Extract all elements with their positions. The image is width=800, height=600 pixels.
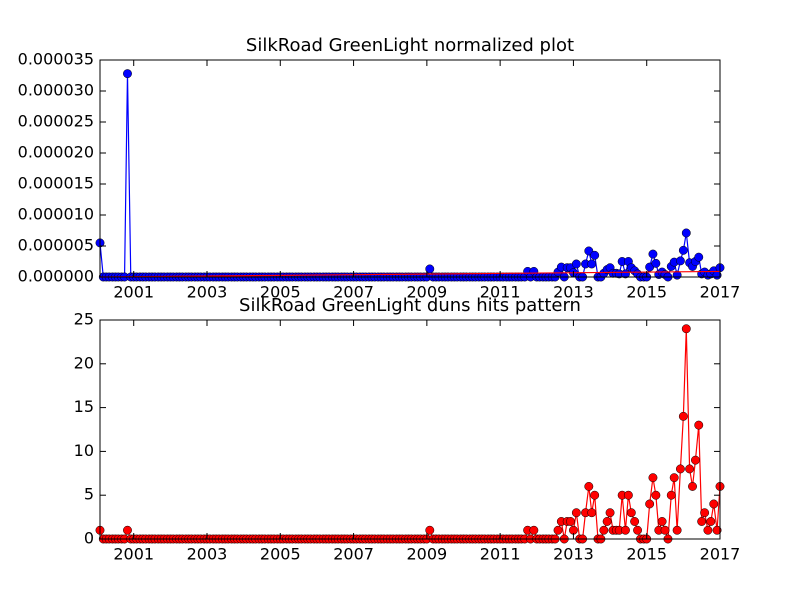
marker <box>590 250 600 260</box>
marker <box>123 69 132 79</box>
marker <box>690 455 700 465</box>
series-line <box>99 270 721 278</box>
y-tick-label: 0.000035 <box>18 50 94 69</box>
x-tick-label: 2001 <box>113 545 154 564</box>
y-tick-label: 0.000030 <box>18 81 94 100</box>
marker <box>645 499 655 509</box>
marker <box>571 259 581 269</box>
marker <box>587 508 597 518</box>
marker <box>566 517 575 526</box>
y-tick-label: 20 <box>74 353 94 372</box>
marker <box>648 473 658 483</box>
marker <box>425 525 435 535</box>
marker <box>660 525 670 535</box>
marker <box>587 259 597 269</box>
x-tick-label: 2009 <box>406 283 447 302</box>
axes-frame <box>99 59 721 278</box>
marker <box>602 517 612 526</box>
marker <box>669 473 679 483</box>
x-tick-label: 2003 <box>187 283 228 302</box>
marker <box>648 249 658 259</box>
marker <box>694 252 704 262</box>
marker <box>700 508 710 518</box>
marker <box>672 525 682 535</box>
x-tick-label: 2013 <box>553 283 594 302</box>
y-tick-label: 0.000000 <box>18 267 94 286</box>
y-tick-label: 25 <box>74 310 94 329</box>
x-tick-label: 2001 <box>113 283 154 302</box>
marker <box>694 420 704 430</box>
x-tick-label: 2009 <box>406 545 447 564</box>
marker <box>623 490 633 500</box>
y-tick-label: 0 <box>84 529 94 548</box>
marker <box>599 525 609 535</box>
marker <box>553 525 563 535</box>
marker <box>681 228 691 238</box>
marker <box>681 324 691 334</box>
x-tick-label: 2007 <box>333 545 374 564</box>
marker <box>675 464 685 474</box>
marker <box>685 464 695 474</box>
marker <box>706 517 716 526</box>
marker <box>675 256 685 266</box>
chart-title: SilkRoad GreenLight normalized plot <box>246 35 574 56</box>
y-tick-label: 0.000020 <box>18 143 94 162</box>
marker <box>666 490 676 500</box>
y-tick-label: 10 <box>74 441 94 460</box>
x-tick-label: 2005 <box>260 545 301 564</box>
y-tick-label: 15 <box>74 397 94 416</box>
marker <box>712 525 722 535</box>
x-tick-label: 2015 <box>626 283 667 302</box>
marker <box>651 258 661 268</box>
marker <box>626 508 636 518</box>
marker <box>529 525 539 535</box>
x-tick-label: 2011 <box>480 283 521 302</box>
marker <box>657 517 667 526</box>
marker <box>688 481 697 491</box>
marker <box>621 525 630 535</box>
x-tick-label: 2007 <box>333 283 374 302</box>
marker <box>709 499 719 509</box>
y-tick-label: 0.000010 <box>18 205 94 224</box>
chart-title: SilkRoad GreenLight duns hits pattern <box>239 295 581 316</box>
marker <box>630 517 640 526</box>
marker <box>584 481 594 491</box>
axes-frame <box>99 319 721 540</box>
marker <box>425 264 435 274</box>
marker <box>590 490 600 500</box>
marker <box>571 508 581 518</box>
marker <box>651 490 661 500</box>
x-tick-label: 2017 <box>700 283 741 302</box>
x-tick-label: 2013 <box>553 545 594 564</box>
x-tick-label: 2011 <box>480 545 521 564</box>
marker <box>633 525 643 535</box>
x-tick-label: 2017 <box>700 545 741 564</box>
y-tick-label: 0.000025 <box>18 112 94 131</box>
x-tick-label: 2015 <box>626 545 667 564</box>
marker <box>678 411 688 421</box>
x-tick-label: 2003 <box>187 545 228 564</box>
marker <box>123 525 132 535</box>
marker <box>605 508 615 518</box>
y-tick-label: 5 <box>84 485 94 504</box>
y-tick-label: 0.000015 <box>18 174 94 193</box>
marker <box>678 245 688 255</box>
marker <box>703 525 713 535</box>
x-tick-label: 2005 <box>260 283 301 302</box>
y-tick-label: 0.000005 <box>18 236 94 255</box>
marker <box>697 517 707 526</box>
